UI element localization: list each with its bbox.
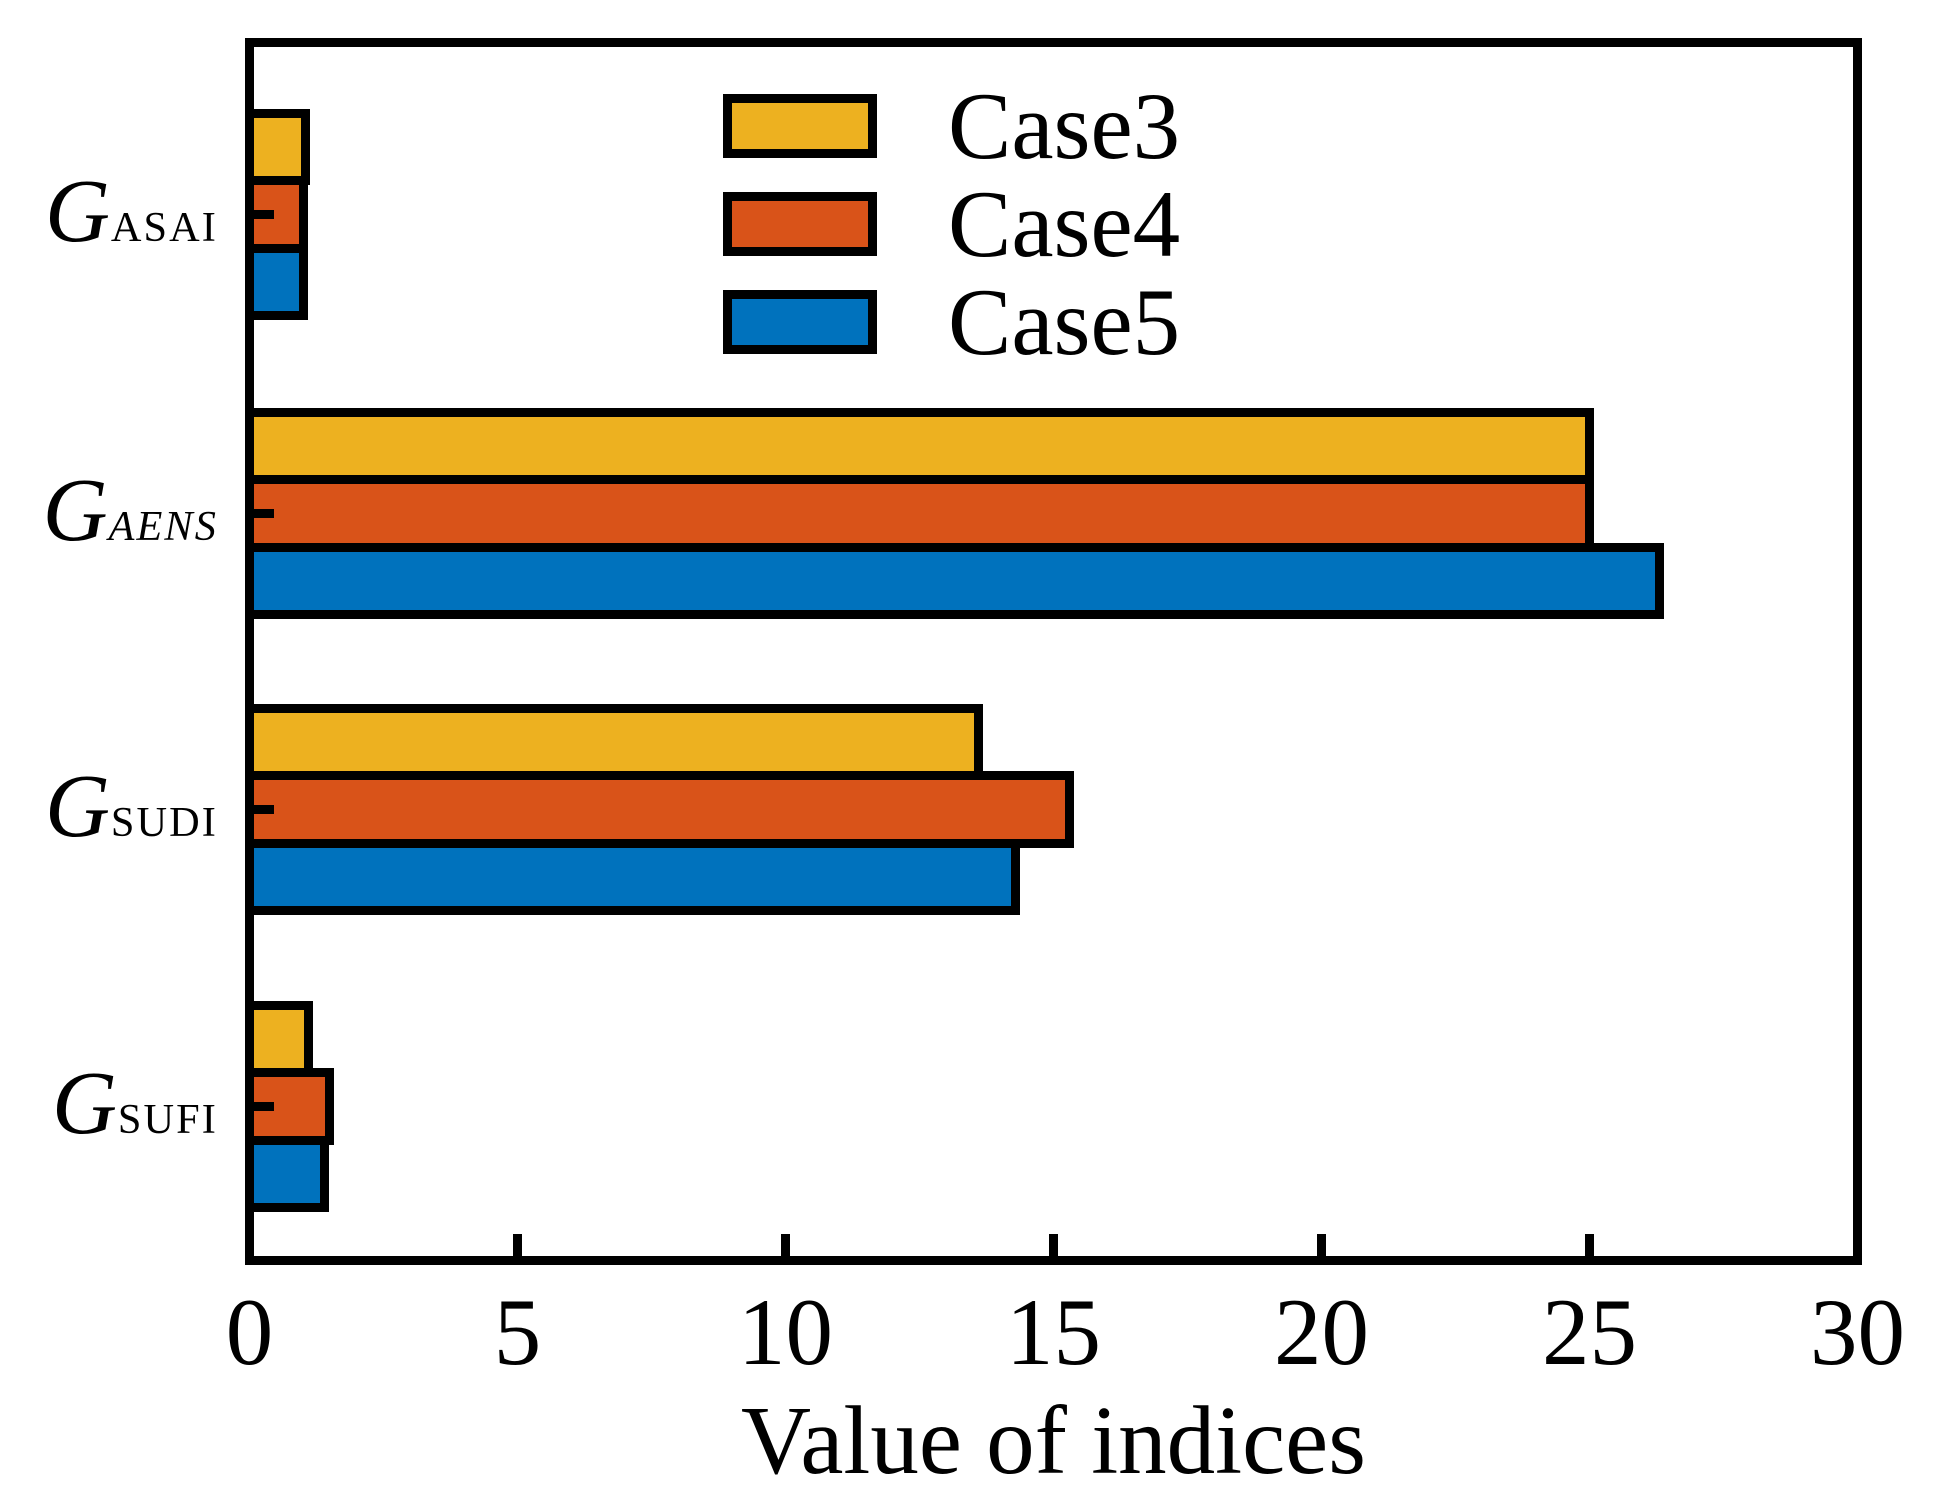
category-subscript: AENS bbox=[108, 503, 218, 551]
x-tick-10 bbox=[781, 1234, 790, 1256]
legend-swatch-case5 bbox=[723, 290, 877, 354]
legend-item-case3: Case3 bbox=[723, 78, 1180, 173]
legend-swatch-case4 bbox=[723, 192, 877, 256]
legend-swatch-case3 bbox=[723, 94, 877, 158]
bar-case4-aens bbox=[245, 475, 1594, 552]
bar-case3-asai bbox=[245, 108, 311, 185]
category-base-symbol: G bbox=[52, 1054, 118, 1154]
x-tick-25 bbox=[1585, 1234, 1594, 1256]
bar-case3-sudi bbox=[245, 703, 983, 780]
y-tick-sufi bbox=[254, 1101, 274, 1111]
x-tick-label-10: 10 bbox=[738, 1279, 833, 1385]
legend-item-case4: Case4 bbox=[723, 176, 1180, 271]
bar-case5-asai bbox=[245, 243, 308, 320]
y-tick-aens bbox=[254, 508, 274, 518]
plot-area bbox=[245, 38, 1862, 1265]
x-tick-label-5: 5 bbox=[493, 1279, 542, 1385]
x-tick-label-0: 0 bbox=[225, 1279, 274, 1385]
category-subscript: SUFI bbox=[117, 1096, 218, 1144]
x-tick-5 bbox=[513, 1234, 522, 1256]
bar-case3-sufi bbox=[245, 1000, 313, 1077]
category-subscript: SUDI bbox=[110, 799, 218, 847]
legend-label-case4: Case4 bbox=[948, 170, 1181, 277]
bar-case5-sudi bbox=[245, 838, 1021, 915]
x-tick-label-30: 30 bbox=[1810, 1279, 1905, 1385]
category-subscript: ASAI bbox=[110, 204, 218, 252]
legend-label-case3: Case3 bbox=[948, 72, 1181, 179]
x-tick-label-20: 20 bbox=[1274, 1279, 1369, 1385]
bar-case5-aens bbox=[245, 542, 1664, 619]
x-tick-label-25: 25 bbox=[1542, 1279, 1637, 1385]
category-base-symbol: G bbox=[42, 461, 108, 561]
legend-label-case5: Case5 bbox=[948, 268, 1181, 375]
legend: Case3 Case4 Case5 bbox=[723, 78, 1180, 369]
x-tick-15 bbox=[1049, 1234, 1058, 1256]
x-axis-label: Value of indices bbox=[741, 1387, 1366, 1494]
x-tick-30 bbox=[1853, 1234, 1862, 1256]
category-label-aens: GAENS bbox=[0, 466, 218, 556]
category-label-asai: GASAI bbox=[0, 167, 218, 257]
bar-case4-sudi bbox=[245, 771, 1075, 848]
category-label-sufi: GSUFI bbox=[0, 1059, 218, 1149]
bar-case3-aens bbox=[245, 407, 1594, 484]
legend-item-case5: Case5 bbox=[723, 274, 1180, 369]
category-base-symbol: G bbox=[44, 757, 110, 857]
bar-case5-sufi bbox=[245, 1135, 330, 1212]
y-tick-asai bbox=[254, 209, 274, 219]
y-tick-sudi bbox=[254, 804, 274, 814]
x-tick-label-15: 15 bbox=[1006, 1279, 1101, 1385]
x-tick-0 bbox=[245, 1234, 254, 1256]
x-tick-20 bbox=[1317, 1234, 1326, 1256]
category-label-sudi: GSUDI bbox=[0, 762, 218, 852]
category-base-symbol: G bbox=[44, 162, 110, 262]
